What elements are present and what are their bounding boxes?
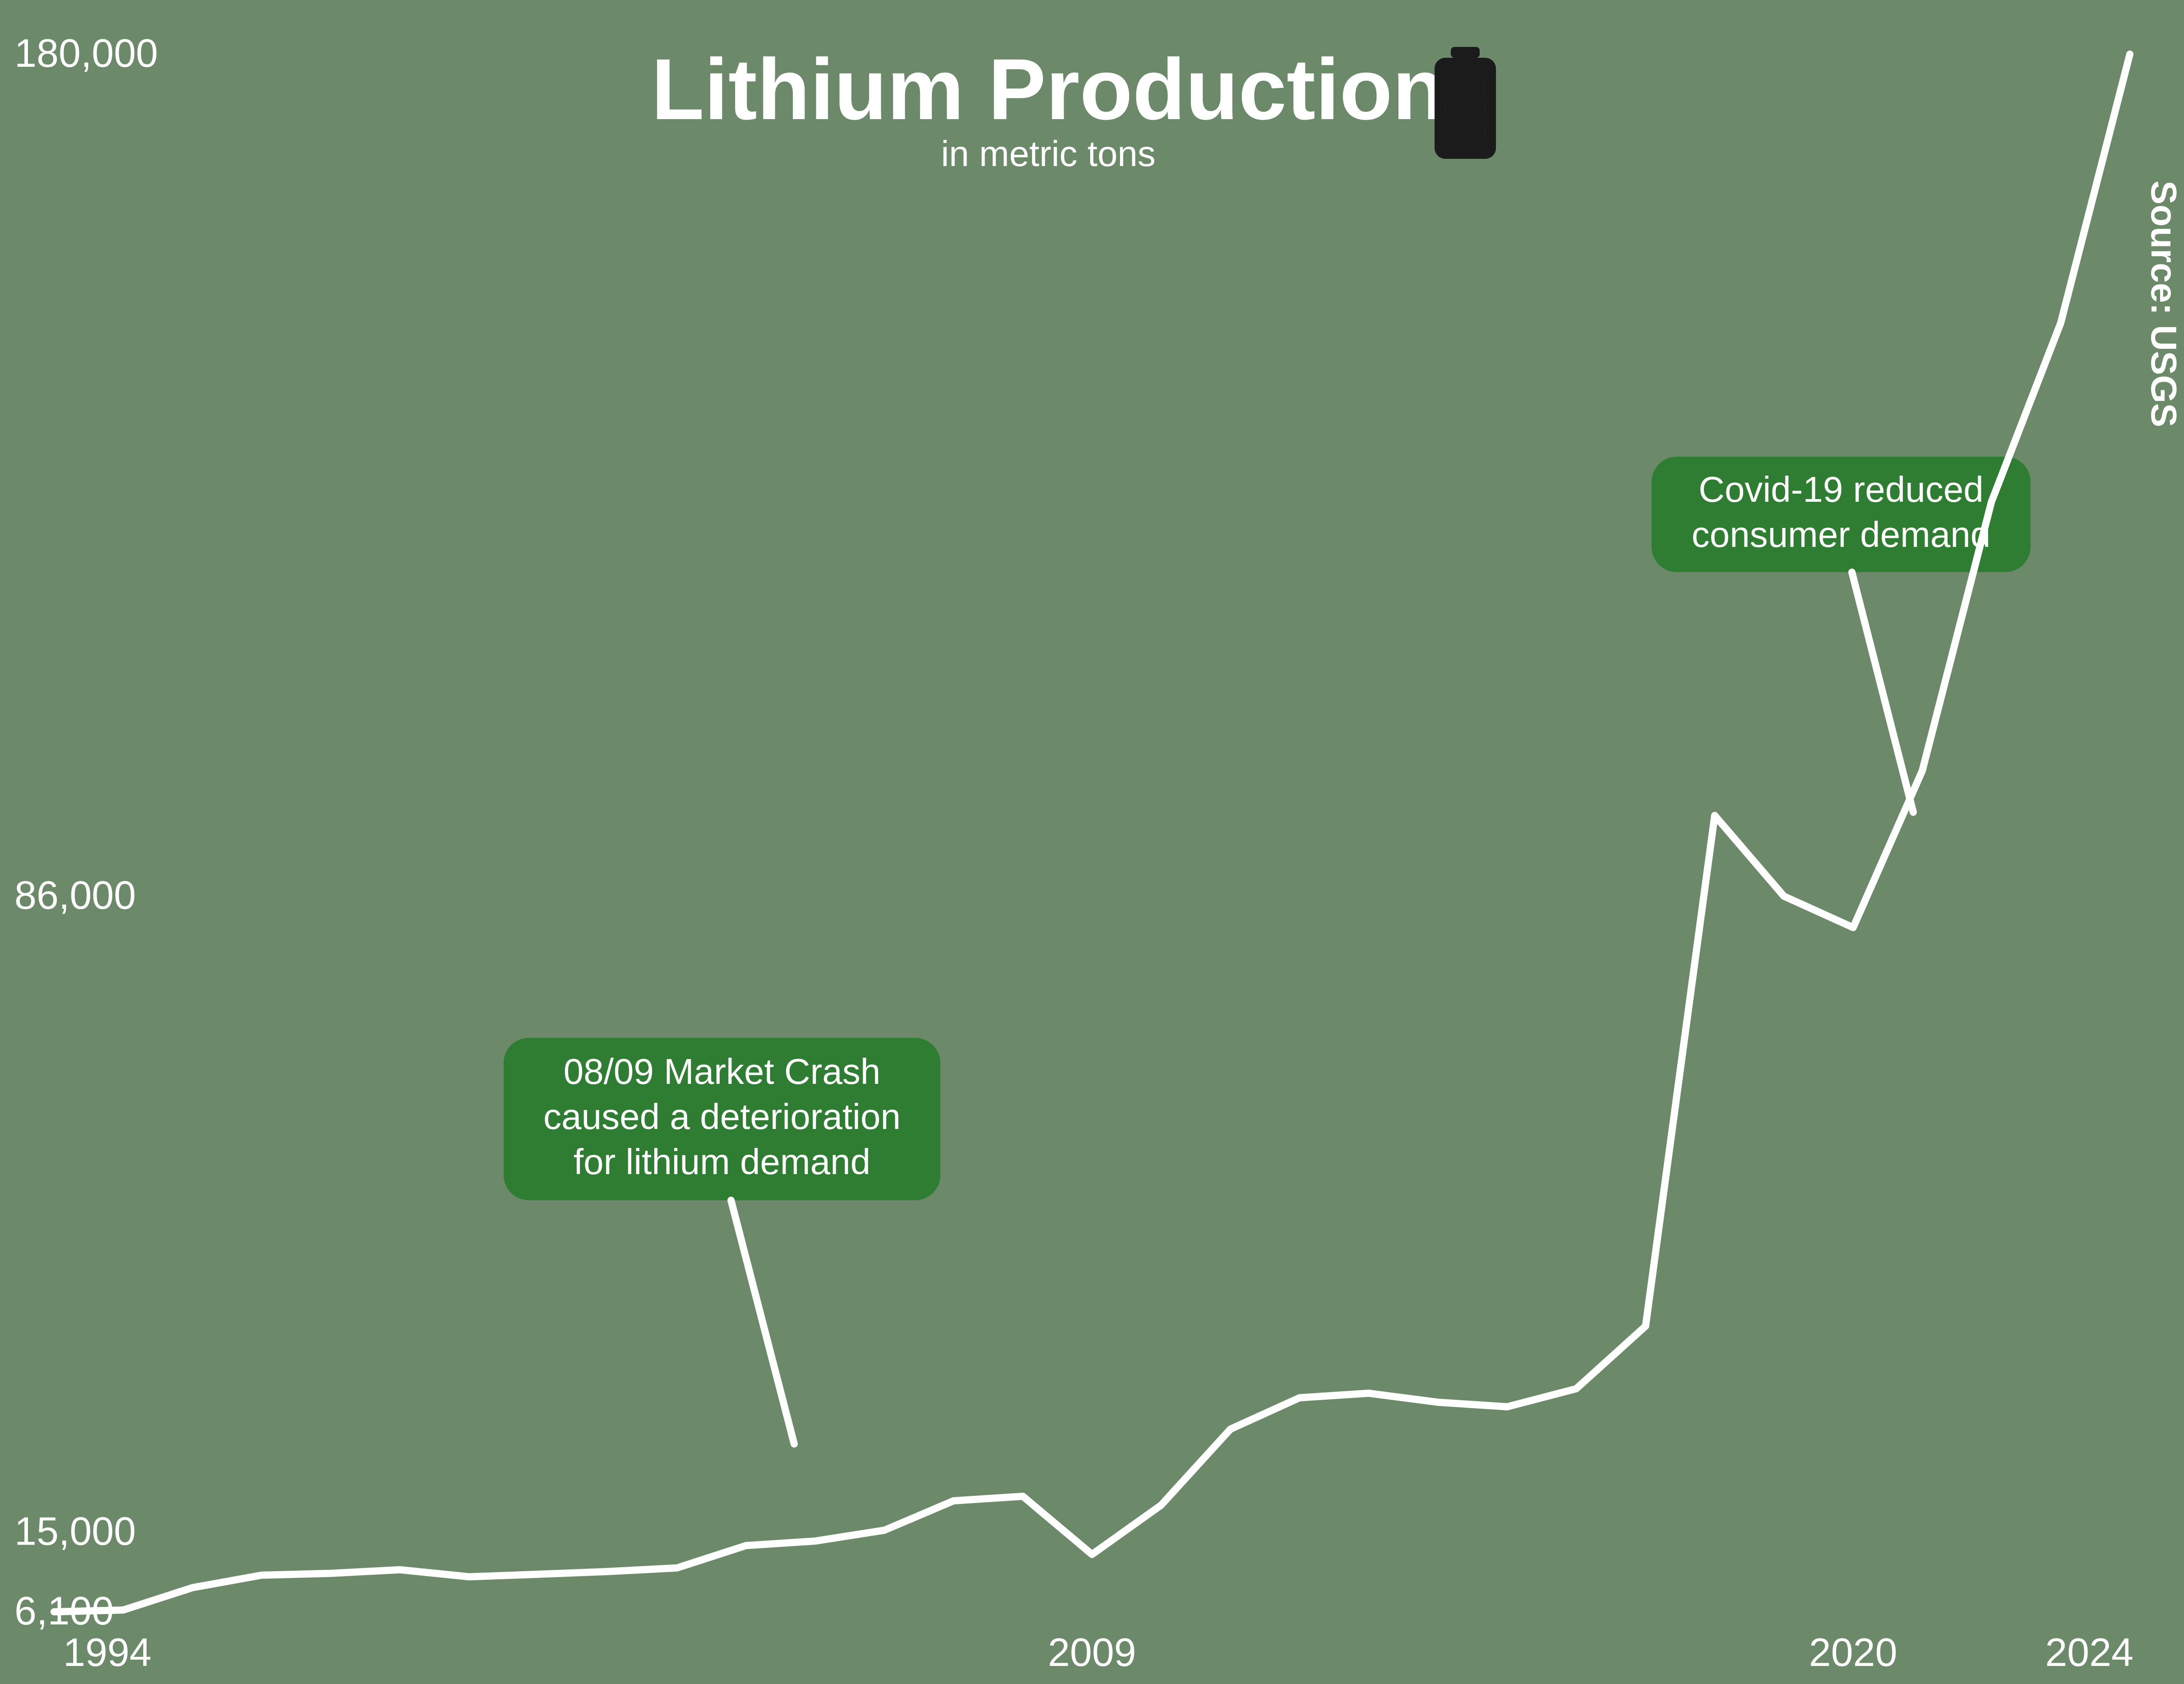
callout-text-line: Covid-19 reduced [1698, 469, 1983, 509]
y-tick-label: 15,000 [14, 1508, 136, 1553]
battery-icon [1434, 47, 1496, 159]
callout-text-line: caused a deterioration [543, 1096, 901, 1137]
x-tick-label: 2020 [1809, 1630, 1897, 1675]
x-tick-label: 1994 [63, 1630, 152, 1675]
callout-text-line: for lithium demand [574, 1142, 870, 1182]
chart-subtitle: in metric tons [941, 134, 1156, 174]
callout-text-line: 08/09 Market Crash [564, 1051, 881, 1092]
chart-title: Lithium Production [651, 41, 1445, 138]
callout-text-line: consumer demand [1692, 514, 1991, 555]
y-tick-label: 86,000 [14, 873, 136, 917]
chart-background [0, 0, 2184, 1684]
lithium-production-chart: Lithium Productionin metric tons 180,000 8… [0, 0, 2184, 1684]
x-tick-label: 2009 [1048, 1630, 1136, 1675]
source-label: Source: USGS [2144, 180, 2184, 427]
y-tick-label: 180,000 [14, 31, 158, 75]
x-tick-label: 2024 [2045, 1630, 2133, 1675]
